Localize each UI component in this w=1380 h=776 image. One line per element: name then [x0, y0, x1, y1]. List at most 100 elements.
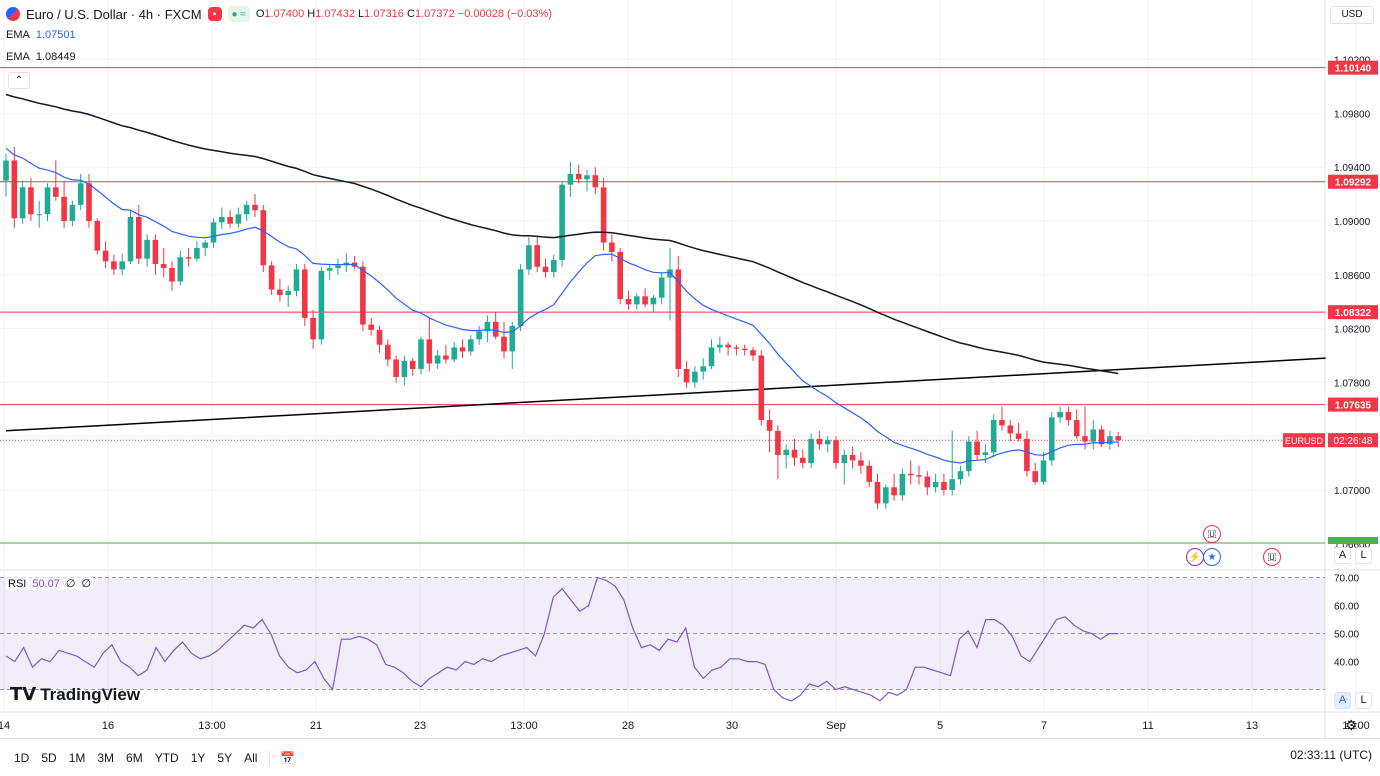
level-price-tag: [1328, 305, 1378, 320]
dividend-event-icon[interactable]: ⚡: [1186, 548, 1204, 566]
candle-body: [219, 216, 225, 223]
candle-body: [509, 325, 516, 352]
ema-fast-line: [5, 147, 1119, 464]
candle-body: [77, 183, 84, 205]
candle-body: [11, 160, 18, 219]
us-flag-event-icon[interactable]: 🇺: [1203, 525, 1221, 543]
timeframe-1d[interactable]: 1D: [14, 750, 30, 765]
candle-body: [526, 245, 532, 270]
candle-body: [999, 420, 1005, 426]
candle-body: [534, 245, 540, 267]
price-tick-label: 1.09800: [1334, 109, 1371, 120]
candle-body: [924, 476, 931, 488]
candle-body: [102, 250, 109, 262]
candle-body: [1107, 436, 1113, 445]
date-range-calendar-icon[interactable]: 📅: [269, 750, 295, 765]
candle-body: [567, 173, 574, 185]
candle-body: [144, 239, 150, 259]
collapse-legend-button[interactable]: ⌃: [8, 72, 30, 89]
ema-slow-legend[interactable]: EMA 1.08449: [6, 51, 76, 63]
candle-body: [824, 440, 831, 445]
open-value: 1.07400: [264, 8, 305, 20]
candle-body: [1024, 438, 1030, 472]
rsi-tick-label: 60.00: [1334, 602, 1359, 613]
currency-selector[interactable]: USD: [1330, 6, 1374, 24]
candle-body: [650, 297, 657, 305]
time-tick-label: 28: [622, 720, 634, 732]
timeframe-5d[interactable]: 5D: [41, 750, 57, 765]
countdown-label: 02:26:48: [1334, 436, 1373, 447]
candle-body: [185, 257, 192, 259]
rsi-value: 50.07: [32, 577, 60, 590]
candle-body: [559, 184, 565, 260]
timeframe-6m[interactable]: 6M: [126, 750, 143, 765]
candle-body: [252, 204, 258, 211]
candle-body: [990, 420, 997, 453]
candle-body: [119, 261, 125, 270]
candle-body: [61, 196, 67, 221]
rsi-log-scale-button[interactable]: L: [1355, 692, 1372, 709]
rsi-legend[interactable]: RSI 50.07 ∅ ∅: [6, 577, 94, 590]
candle-body: [169, 268, 175, 282]
time-tick-label: 7: [1041, 720, 1047, 732]
candle-body: [849, 455, 856, 461]
candle-body: [318, 270, 325, 340]
high-value: 1.07432: [315, 8, 355, 20]
candle-body: [600, 187, 607, 243]
rsi-auto-scale-button[interactable]: A: [1334, 692, 1351, 709]
tradingview-logo[interactable]: 𝗧𝗩 TradingView: [10, 684, 141, 704]
candle-body: [111, 261, 117, 270]
price-tick-label: 1.09400: [1334, 163, 1371, 174]
timeframe-1m[interactable]: 1M: [68, 750, 86, 765]
candle-body: [285, 290, 291, 295]
utc-clock[interactable]: 02:33:11 (UTC): [1290, 748, 1372, 762]
settings-gear-icon[interactable]: ⚙: [1345, 717, 1358, 733]
candle-body: [891, 487, 897, 496]
candle-body: [775, 430, 781, 456]
ema-slow-line: [5, 93, 1119, 375]
level-price-label: 1.08322: [1335, 308, 1372, 319]
auto-scale-button[interactable]: A: [1334, 547, 1351, 564]
time-tick-label: 13:00: [198, 720, 226, 732]
ohlc-readout: O1.07400 H1.07432 L1.07316 C1.07372 −0.0…: [255, 8, 552, 20]
candle-body: [468, 339, 474, 352]
symbol-tag: [1283, 433, 1325, 448]
eu-flag-event-icon[interactable]: ★: [1203, 548, 1221, 566]
candle-body: [368, 324, 374, 330]
candle-body: [310, 317, 316, 340]
ema-fast-legend[interactable]: EMA 1.07501: [6, 29, 76, 41]
candle-body: [1049, 417, 1055, 461]
candle-body: [766, 420, 773, 431]
low-value: 1.07316: [364, 8, 404, 20]
candle-body: [833, 440, 839, 464]
timeframe-ytd[interactable]: YTD: [154, 750, 179, 765]
candle-body: [584, 175, 590, 180]
candle-body: [941, 481, 947, 490]
support-level-tag: [1328, 537, 1378, 544]
log-scale-button[interactable]: L: [1355, 547, 1372, 564]
time-tick-label: Sep: [826, 720, 846, 732]
candle-body: [202, 242, 208, 248]
candle-body: [136, 216, 142, 259]
candle-body: [19, 187, 26, 219]
price-tick-label: 1.08200: [1334, 325, 1371, 336]
timeframe-all[interactable]: All: [244, 750, 258, 765]
candle-body: [708, 347, 715, 367]
timeframe-1y[interactable]: 1Y: [190, 750, 206, 765]
rsi-tick-label: 50.00: [1334, 630, 1359, 641]
level-price-label: 1.09292: [1335, 178, 1372, 189]
symbol-title[interactable]: Euro / U.S. Dollar · 4h · FXCM: [26, 6, 202, 22]
time-tick-label: 13: [1246, 720, 1258, 732]
candle-body: [808, 438, 814, 464]
alert-icon[interactable]: ▪: [207, 7, 222, 21]
candle-body: [127, 216, 134, 262]
us-flag-event-icon-2[interactable]: 🇺: [1263, 548, 1281, 566]
timeframe-5y[interactable]: 5Y: [217, 750, 233, 765]
timeframe-3m[interactable]: 3M: [97, 750, 115, 765]
status-pill[interactable]: ● ≈: [227, 6, 250, 22]
candle-body: [1040, 460, 1047, 482]
candle-body: [160, 264, 167, 269]
candle-body: [459, 347, 466, 352]
candle-body: [783, 449, 789, 456]
